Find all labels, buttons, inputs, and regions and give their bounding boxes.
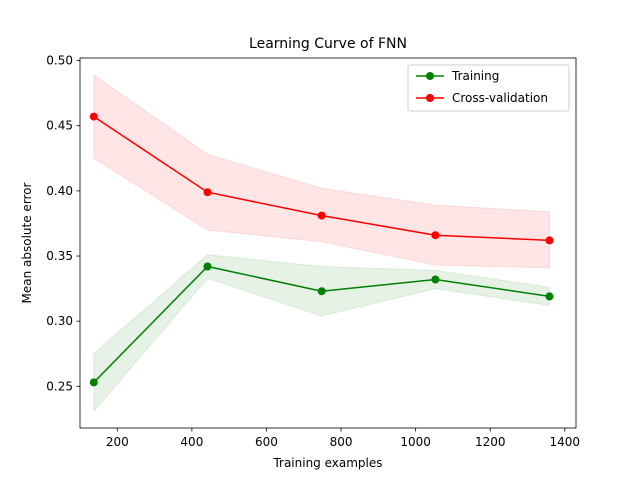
cross-validation-point (203, 188, 212, 197)
legend-training-marker (426, 72, 434, 80)
y-tick-label: 0.25 (46, 379, 73, 393)
y-axis-ticks: 0.25 0.30 0.35 0.40 0.45 0.50 (46, 54, 80, 393)
training-point (545, 292, 554, 301)
confidence-bands (93, 73, 550, 413)
legend-cv-marker (426, 94, 434, 102)
y-tick-label: 0.50 (46, 54, 73, 68)
y-tick-label: 0.35 (46, 249, 73, 263)
series-markers (89, 112, 554, 387)
legend: Training Cross-validation (407, 64, 570, 112)
y-axis-label: Mean absolute error (20, 182, 34, 303)
cross-validation-point (89, 112, 98, 121)
x-tick-label: 1400 (550, 435, 581, 449)
x-axis-ticks: 200 400 600 800 1000 1200 1400 (106, 428, 580, 449)
y-tick-label: 0.40 (46, 184, 73, 198)
x-tick-label: 1000 (400, 435, 431, 449)
cross-validation-point (545, 236, 554, 245)
x-tick-label: 400 (180, 435, 203, 449)
chart-title: Learning Curve of FNN (249, 36, 407, 52)
legend-box (407, 64, 570, 112)
legend-training-label: Training (451, 69, 499, 83)
x-tick-label: 1200 (475, 435, 506, 449)
x-tick-label: 600 (255, 435, 278, 449)
training-point (89, 378, 98, 387)
x-tick-label: 200 (106, 435, 129, 449)
x-axis-label: Training examples (272, 456, 382, 470)
y-tick-label: 0.30 (46, 314, 73, 328)
cross-validation-point (317, 211, 326, 220)
plot-frame (79, 57, 577, 429)
training-band (93, 254, 550, 413)
cross-validation-point (431, 231, 440, 240)
training-point (203, 262, 212, 271)
training-point (431, 275, 440, 284)
training-point (317, 287, 326, 296)
y-tick-label: 0.45 (46, 119, 73, 133)
cross-validation-band (93, 73, 550, 269)
x-tick-label: 800 (330, 435, 353, 449)
legend-cv-label: Cross-validation (452, 91, 548, 105)
